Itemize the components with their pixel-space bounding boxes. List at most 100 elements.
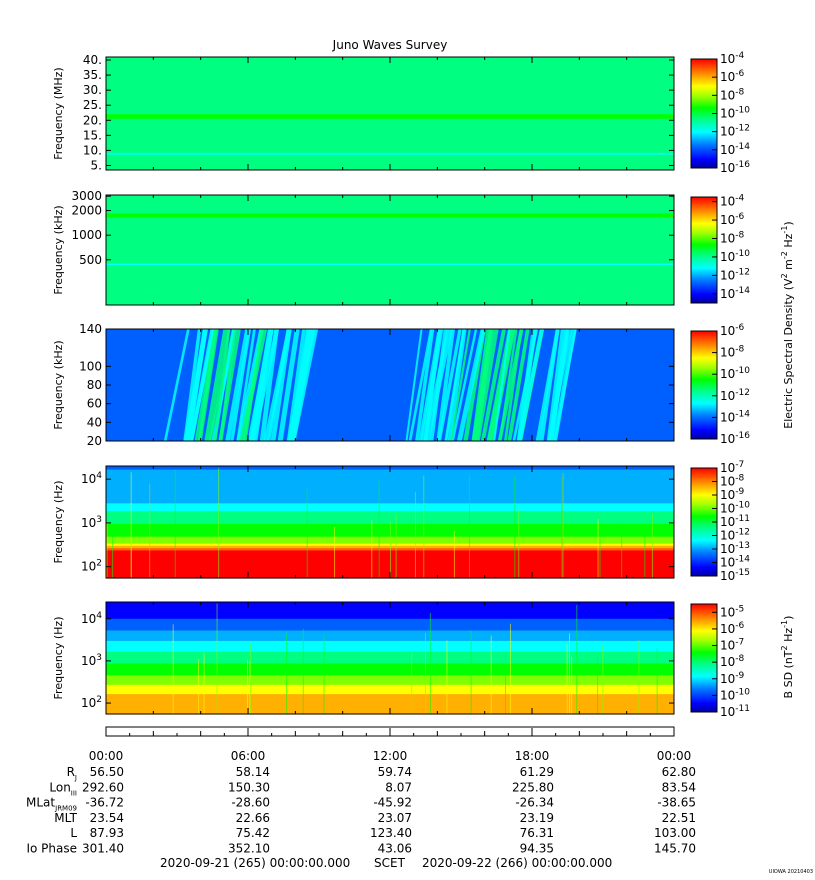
colorbar-tick-label: 10-8 <box>720 230 745 245</box>
y-tick-label: 1000 <box>71 228 102 242</box>
panel-2-band-2 <box>106 254 674 257</box>
panel-4-profile-strip <box>106 484 674 489</box>
panel-5-profile-strip <box>106 646 674 649</box>
panel-5-profile-strip <box>106 651 674 655</box>
y-axis-label: Frequency (kHz) <box>52 340 65 429</box>
efield-colorbar-label: Electric Spectral Density (V2 m-2 Hz-1) <box>780 221 795 428</box>
panel-4-profile-strip <box>106 505 674 508</box>
panel-5-profile-strip <box>106 681 674 684</box>
panel-3-burst-4 <box>277 328 300 442</box>
panel-5-profile-strip <box>106 607 674 610</box>
colorbar-tick-label: 10-6 <box>720 323 745 338</box>
ephemeris-value: 301.40 <box>82 842 124 856</box>
panel-5-profile-strip <box>106 679 674 682</box>
panel-3-burst-3 <box>259 328 279 442</box>
panel-5-profile-strip <box>106 655 674 658</box>
y-tick-label: 140 <box>79 322 102 336</box>
y-tick-label: 3000 <box>71 189 102 203</box>
panel-5-profile-strip <box>106 661 674 665</box>
panel-3-burst-8 <box>504 328 523 442</box>
ephemeris-row-label: MLatJRM09 <box>26 796 77 813</box>
panel-5-profile-strip <box>106 703 674 706</box>
colorbar-gradient <box>690 330 718 440</box>
colorbar-tick-label: 10-13 <box>720 541 750 556</box>
y-tick-label: 102 <box>81 559 102 574</box>
colorbar-tick-label: 10-12 <box>720 124 750 139</box>
time-axis: 00:00 06:00 12:00 18:00 00:00 <box>89 726 691 763</box>
panel-5-profile-strip <box>106 697 674 700</box>
colorbar-tick-label: 10-11 <box>720 514 750 529</box>
panel-5-profile-strip <box>106 612 674 615</box>
panel-3-burst-4 <box>289 328 316 442</box>
panel-3-burst-9 <box>552 328 577 442</box>
ephemeris-row-label: Io Phase <box>26 842 77 856</box>
panel-5-profile-strip <box>106 683 674 686</box>
panel-4-profile-strip <box>106 516 674 520</box>
y-axis-label: Frequency (Hz) <box>52 481 65 564</box>
panel-3-burst-1 <box>218 328 241 442</box>
colorbar-tick-label: 10-4 <box>720 51 745 66</box>
panel-5-profile-strip <box>106 687 674 690</box>
panel-1-background <box>106 57 674 170</box>
panel-5-profile-strip <box>106 653 674 656</box>
panel-3-burst-1 <box>194 328 217 442</box>
ephemeris-value: -26.34 <box>515 796 554 810</box>
y-axis-label: Frequency (kHz) <box>52 205 65 294</box>
panel-5: 104 103 102 Frequency (Hz) <box>52 601 675 715</box>
panel-5-profile-strip <box>106 617 674 620</box>
panel-2-background <box>106 195 674 305</box>
colorbar-tick-label: 10-9 <box>720 671 745 686</box>
colorbar-tick-label: 10-16 <box>720 431 750 446</box>
panel-5-profile-strip <box>106 699 674 702</box>
panel-5-profile-strip <box>106 608 674 611</box>
ephemeris-value: -36.72 <box>85 796 124 810</box>
panel-3-burst-6 <box>436 328 455 442</box>
panel-1-band-0 <box>106 114 674 119</box>
panel-3-burst-1 <box>206 328 230 442</box>
panel-3-burst-6 <box>451 328 478 442</box>
panel-5-profile-strip <box>106 649 674 653</box>
panel-3-burst-2 <box>213 328 231 442</box>
panel-5-profile-strip <box>106 696 674 699</box>
panel-3-burst-6 <box>447 328 467 442</box>
ephemeris-value: 8.07 <box>385 780 412 794</box>
panel-5-profile-strip <box>106 668 674 671</box>
ephemeris-value: 59.74 <box>378 765 412 779</box>
panel-5-profile-strip <box>106 705 674 707</box>
panel-5-profile-strip <box>106 701 674 704</box>
y-axis-label: Frequency (Hz) <box>52 617 65 700</box>
panel-5-profile-strip <box>106 622 674 625</box>
panel-5-profile-strip <box>106 671 674 674</box>
panel-3-burst-7 <box>480 328 506 442</box>
panel-5-profile-strip <box>106 680 674 683</box>
colorbar-tick-label: 10-14 <box>720 555 750 570</box>
ephemeris-row-label: MLT <box>54 811 77 825</box>
panel-4-profile-strip <box>106 508 674 511</box>
panel-5-profile-strip <box>106 695 674 698</box>
panel-5-profile-strip <box>106 682 674 685</box>
panel-5-profile-strip <box>106 635 674 638</box>
colorbar-tick-label: 10-10 <box>720 687 750 702</box>
panel-3-burst-9 <box>539 328 560 442</box>
colorbar-2: 10-4 10-6 10-8 10-10 10-12 10-14 <box>690 194 750 304</box>
panel-3-burst-7 <box>471 328 491 442</box>
bfield-colorbar-label: B SD (nT2 Hz-1) <box>780 616 795 699</box>
panel-4-profile-strip <box>106 473 674 478</box>
panel-5-profile-strip <box>106 625 674 628</box>
panel-5-profile-strip <box>106 663 674 666</box>
panel-3-burst-0 <box>187 328 208 442</box>
y-tick-label: 25. <box>83 98 102 112</box>
panel-5-profile-strip <box>106 688 674 691</box>
panel-5-profile-strip <box>106 695 674 697</box>
panel-5-profile-strip <box>106 691 674 693</box>
panel-5-profile-strip <box>106 633 674 637</box>
panel-5-profile-strip <box>106 632 674 635</box>
panel-2-band-0 <box>106 213 674 218</box>
panel-5-profile-strip <box>106 700 674 702</box>
panel-5-profile-strip <box>106 685 674 688</box>
ephemeris-row-label: LonIII <box>49 780 77 797</box>
panel-5-profile-strip <box>106 627 674 630</box>
panel-5-profile-strip <box>106 642 674 646</box>
y-tick-label: 60 <box>87 397 102 411</box>
panel-4-profile-strip <box>106 502 674 504</box>
